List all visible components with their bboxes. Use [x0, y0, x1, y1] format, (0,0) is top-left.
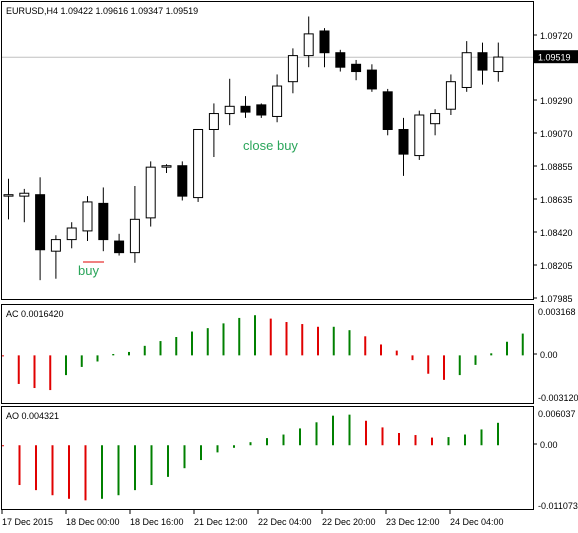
- candle-body: [161, 165, 172, 168]
- candle-body: [461, 52, 472, 88]
- xtick-label: 18 Dec 16:00: [130, 517, 184, 527]
- xtick-label: 23 Dec 12:00: [386, 517, 440, 527]
- ytick-label: 1.07985: [540, 294, 573, 304]
- xtick-label: 18 Dec 00:00: [66, 517, 120, 527]
- ac-histogram: [2, 315, 524, 391]
- candle-body: [477, 52, 488, 71]
- close-buy-annotation: close buy: [243, 138, 298, 153]
- candle-body: [351, 63, 362, 73]
- candle-body: [240, 105, 251, 113]
- ytick-label: 1.08420: [540, 228, 573, 238]
- ytick-label: 1.09290: [540, 96, 573, 106]
- ao-ytick-label: -0.011073: [538, 501, 578, 511]
- candle-body: [256, 104, 267, 116]
- candle-body: [82, 201, 93, 232]
- main-y-axis: 1.09720 1.09290 1.09070 1.08855 1.08635 …: [533, 31, 573, 304]
- candle-body: [35, 194, 46, 251]
- candle-body: [3, 194, 14, 197]
- candle-body: [366, 69, 377, 90]
- candle-body: [319, 30, 330, 54]
- current-price-badge: [534, 50, 578, 64]
- buy-annotation: buy: [78, 263, 99, 278]
- candle-body: [287, 55, 298, 83]
- ao-panel-label: AO 0.004321: [6, 411, 59, 421]
- xtick-label: 22 Dec 04:00: [258, 517, 312, 527]
- ao-ytick-label: 0.006037: [538, 409, 576, 419]
- ytick-label: 1.08855: [540, 162, 573, 172]
- candle-body: [145, 166, 156, 219]
- candle-body: [114, 240, 125, 254]
- main-panel-frame: [1, 1, 534, 300]
- candle-body: [193, 128, 204, 199]
- current-price-label: 1.09519: [538, 53, 571, 63]
- ac-ytick-label: -0.003120: [538, 393, 578, 403]
- ac-panel-frame: [1, 304, 534, 404]
- candlestick-series: [3, 16, 504, 281]
- candle-body: [335, 52, 346, 68]
- ao-panel-frame: [1, 406, 534, 510]
- candle-body: [66, 227, 77, 241]
- chart-header: EURUSD,H4 1.09422 1.09616 1.09347 1.0951…: [6, 6, 198, 16]
- ac-ytick-label: 0.00: [540, 350, 558, 360]
- candle-body: [19, 192, 30, 197]
- ytick-label: 1.08635: [540, 195, 573, 205]
- candle-body: [177, 165, 188, 197]
- candle-body: [98, 202, 109, 241]
- xtick-label: 24 Dec 04:00: [450, 517, 504, 527]
- candle-body: [398, 128, 409, 155]
- xtick-label: 22 Dec 20:00: [322, 517, 376, 527]
- candle-body: [129, 218, 140, 254]
- candle-body: [224, 105, 235, 115]
- ao-histogram: [2, 414, 499, 501]
- ytick-label: 1.09070: [540, 129, 573, 139]
- ac-ytick-label: 0.003168: [538, 307, 576, 317]
- x-axis: 17 Dec 2015 18 Dec 00:00 18 Dec 16:00 21…: [1, 510, 504, 527]
- candle-body: [430, 113, 441, 125]
- xtick-label: 17 Dec 2015: [2, 517, 53, 527]
- candle-body: [303, 33, 314, 57]
- ac-panel-label: AC 0.0016420: [6, 309, 64, 319]
- ytick-label: 1.08205: [540, 261, 573, 271]
- ao-ytick-label: 0.00: [540, 440, 558, 450]
- candle-body: [382, 91, 393, 130]
- candle-body: [50, 239, 61, 252]
- candle-body: [208, 113, 219, 130]
- candle-body: [272, 85, 283, 117]
- candle-body: [445, 81, 456, 110]
- candle-body: [493, 56, 504, 73]
- xtick-label: 21 Dec 12:00: [194, 517, 248, 527]
- candle-body: [414, 114, 425, 157]
- ytick-label: 1.09720: [540, 31, 573, 41]
